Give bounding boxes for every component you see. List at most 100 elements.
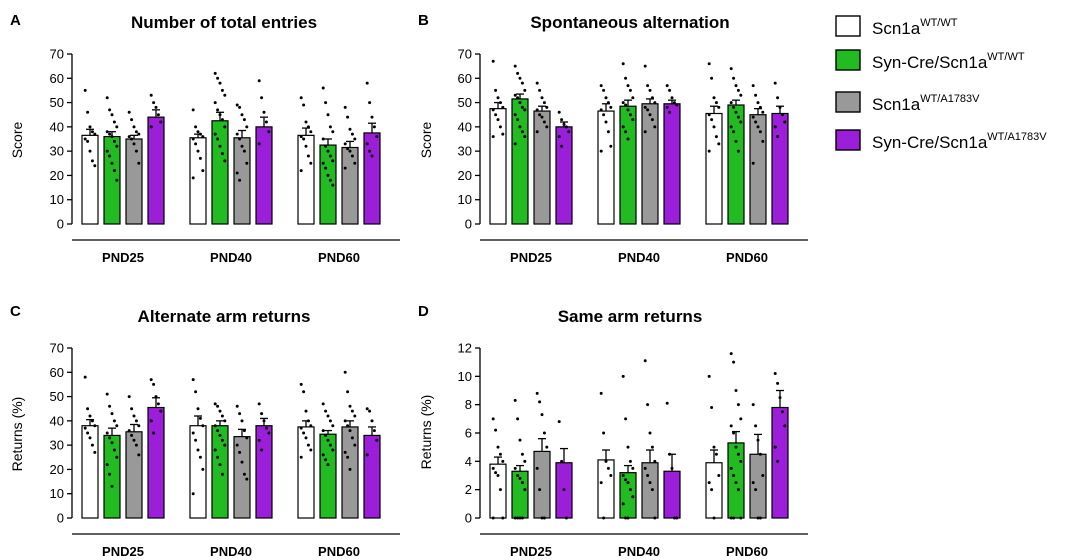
panel-a-data-point <box>238 137 242 141</box>
panel-d-data-point <box>501 516 505 520</box>
panel-c-data-point <box>267 431 271 435</box>
panel-c-data-point <box>242 472 246 476</box>
panel-c-data-point <box>257 402 261 406</box>
panel-c-data-point <box>264 426 268 430</box>
panel-a-data-point <box>105 130 109 134</box>
panel-d-group-label-pnd40: PND40 <box>618 544 660 559</box>
panel-a-y-tick-label: 10 <box>50 192 64 207</box>
panel-d-data-point <box>670 466 674 470</box>
panel-b-data-point <box>717 142 721 146</box>
panel-a-data-point <box>365 142 369 146</box>
panel-b-data-point <box>780 113 784 117</box>
panel-b-data-point <box>653 125 657 129</box>
panel-b-data-point <box>498 125 502 129</box>
panel-b-data-point <box>560 144 564 148</box>
panel-c-data-point <box>260 448 264 452</box>
panel-a-data-point <box>108 108 112 112</box>
panel-d-data-point <box>624 417 628 421</box>
panel-a-data-point <box>324 166 328 170</box>
panel-a-data-point <box>218 144 222 148</box>
panel-a-data-point <box>198 156 202 160</box>
panel-d-data-point <box>736 488 740 492</box>
panel-d-data-point <box>712 516 716 520</box>
panel-d-data-point <box>668 452 672 456</box>
panel-a-data-point <box>309 161 313 165</box>
panel-a-data-point <box>370 115 374 119</box>
panel-a-data-point <box>242 118 246 122</box>
panel-c-data-point <box>326 438 330 442</box>
panel-a-data-point <box>350 132 354 136</box>
panel-c-data-point <box>328 443 332 447</box>
panel-b-bar-pnd60-s4 <box>771 112 789 225</box>
panel-d-data-point <box>648 431 652 435</box>
panel-b-data-point <box>734 84 738 88</box>
panel-d-letter: D <box>418 303 429 320</box>
panel-a-bar-pnd60-s4 <box>363 132 381 225</box>
panel-c-data-point <box>108 472 112 476</box>
panel-d-data-point <box>513 466 517 470</box>
panel-b-data-point <box>773 81 777 85</box>
panel-b-data-point <box>609 105 613 109</box>
panel-b-data-point <box>732 105 736 109</box>
panel-a-data-point <box>86 139 90 143</box>
panel-c-data-point <box>130 433 134 437</box>
panel-b-data-point <box>518 101 522 105</box>
panel-a-data-point <box>127 110 131 114</box>
panel-c-y-tick-label: 70 <box>50 341 64 356</box>
panel-a-data-point <box>223 125 227 129</box>
panel-a-data-point <box>86 110 90 114</box>
panel-b-bar-pnd25-s4 <box>555 126 573 225</box>
panel-a-data-point <box>216 108 220 112</box>
panel-b-data-point <box>624 76 628 80</box>
panel-b-data-point <box>758 105 762 109</box>
panel-b-data-point <box>751 115 755 119</box>
panel-c-data-point <box>132 414 136 418</box>
panel-a-data-point <box>115 125 119 129</box>
panel-b-data-point <box>643 105 647 109</box>
panel-a-group-label-pnd40: PND40 <box>210 250 252 265</box>
panel-d-y-tick-label: 4 <box>465 454 472 469</box>
panel-c-data-point <box>220 438 224 442</box>
panel-b-data-point <box>736 149 740 153</box>
panel-a-data-point <box>365 81 369 85</box>
panel-c-data-point <box>299 455 303 459</box>
panel-c-group-label-pnd40: PND40 <box>210 544 252 559</box>
panel-d-data-point <box>628 459 632 463</box>
panel-d-data-point <box>646 403 650 407</box>
panel-c-data-point <box>159 409 163 413</box>
panel-a-data-point <box>324 144 328 148</box>
panel-b-data-point <box>523 108 527 112</box>
panel-b-data-point <box>729 101 733 105</box>
panel-b-data-point <box>631 96 635 100</box>
panel-d-data-point <box>516 516 520 520</box>
panel-c-data-point <box>90 419 94 423</box>
panel-c-data-point <box>83 426 87 430</box>
panel-d-data-point <box>498 452 502 456</box>
panel-b-data-point <box>609 144 613 148</box>
panel-d-bar-pnd60-s3 <box>749 453 767 519</box>
panel-d-y-tick-label: 0 <box>465 511 472 526</box>
panel-d-data-point <box>734 481 738 485</box>
panel-b-data-point <box>648 88 652 92</box>
panel-a-data-point <box>83 88 87 92</box>
panel-b-data-point <box>650 118 654 122</box>
legend-swatch-scn1a-wt-a1783v <box>835 91 861 113</box>
panel-b-data-point <box>665 84 669 88</box>
panel-d-data-point <box>516 417 520 421</box>
panel-a-data-point <box>321 137 325 141</box>
panel-d-data-point <box>729 424 733 428</box>
panel-a-data-point <box>238 178 242 182</box>
panel-b-data-point <box>736 115 740 119</box>
panel-d-data-point <box>754 488 758 492</box>
panel-a-data-point <box>152 101 156 105</box>
panel-a-data-point <box>324 101 328 105</box>
panel-a-data-point <box>348 149 352 153</box>
panel-b-data-point <box>776 96 780 100</box>
panel-d-bar-pnd60-s2 <box>727 442 745 519</box>
panel-a-data-point <box>132 142 136 146</box>
panel-b-data-point <box>520 130 524 134</box>
panel-c-data-point <box>238 450 242 454</box>
panel-a-data-point <box>223 159 227 163</box>
panel-a-data-point <box>194 125 198 129</box>
panel-c-data-point <box>346 390 350 394</box>
